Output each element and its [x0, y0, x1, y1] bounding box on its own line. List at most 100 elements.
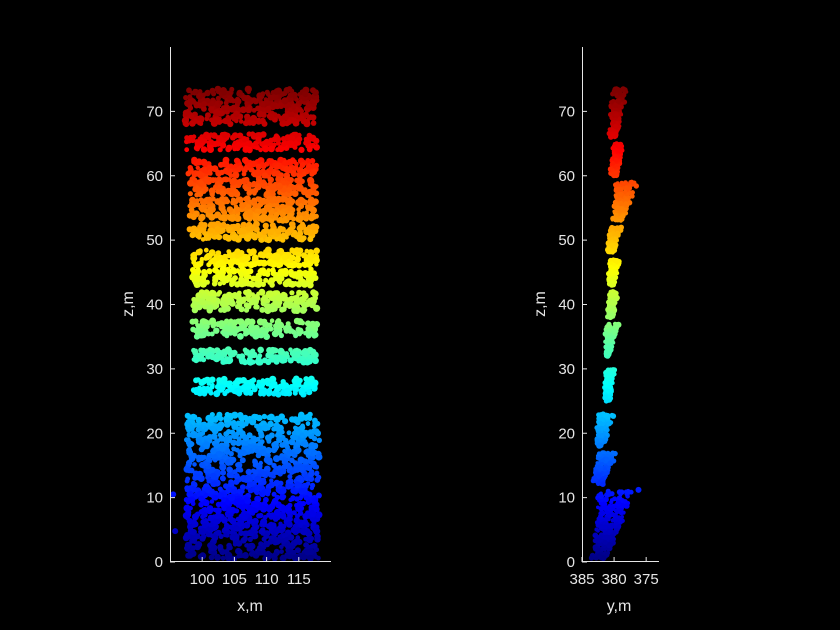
data-point [610, 121, 615, 125]
data-point [257, 259, 265, 266]
data-point [270, 102, 277, 109]
data-point [223, 525, 230, 532]
data-point [300, 290, 307, 296]
data-point [241, 384, 247, 390]
data-point [261, 120, 268, 127]
data-point [267, 94, 275, 102]
data-point [225, 506, 233, 513]
data-point [304, 137, 311, 145]
data-point [229, 517, 237, 525]
data-point [184, 147, 190, 153]
data-point [297, 168, 304, 174]
data-point [220, 475, 226, 482]
data-point [613, 245, 618, 250]
data-point [191, 251, 198, 258]
data-point [301, 211, 306, 217]
data-point [219, 459, 225, 465]
data-point [617, 144, 623, 150]
data-point [242, 196, 248, 202]
data-point [258, 512, 264, 519]
data-point [235, 420, 242, 427]
data-point [225, 114, 231, 120]
data-point [236, 179, 243, 186]
data-point [233, 110, 240, 118]
data-point [314, 536, 321, 543]
data-point [198, 446, 205, 453]
data-point [250, 275, 257, 282]
data-point [253, 461, 259, 466]
data-point [314, 547, 320, 553]
data-point [283, 87, 291, 94]
data-point [275, 228, 282, 235]
data-point [184, 545, 189, 551]
data-point [218, 320, 226, 328]
data-point [209, 295, 217, 303]
data-point [190, 326, 196, 333]
data-point [252, 298, 259, 306]
data-point [198, 352, 204, 359]
data-point [310, 87, 316, 94]
data-point [307, 236, 314, 243]
data-point [185, 170, 192, 177]
data-point [617, 186, 624, 193]
data-point [269, 222, 276, 229]
data-point [218, 119, 223, 124]
data-point [612, 279, 618, 285]
data-point [245, 292, 252, 299]
data-point [202, 386, 209, 393]
data-point [229, 456, 237, 464]
data-point [600, 432, 605, 437]
data-point [237, 333, 244, 340]
data-point [243, 302, 250, 309]
data-point [195, 454, 202, 461]
data-point [245, 204, 251, 209]
data-point [229, 277, 236, 284]
data-point [244, 85, 252, 93]
data-point [295, 513, 300, 519]
data-point [243, 421, 249, 427]
data-point [608, 338, 613, 343]
data-point [195, 274, 202, 281]
data-point [235, 206, 241, 213]
data-point [605, 346, 611, 351]
data-point [210, 448, 217, 455]
data-point [287, 135, 293, 142]
data-point [236, 132, 244, 139]
x-tick-label: 110 [255, 571, 279, 588]
data-point [198, 509, 205, 515]
data-point [244, 113, 251, 121]
data-point [214, 553, 221, 561]
data-point [234, 143, 240, 149]
data-point [215, 169, 220, 174]
data-point [192, 88, 198, 95]
data-point [210, 290, 217, 297]
data-point [296, 357, 302, 363]
data-point [303, 449, 310, 455]
y-tick-label: 50 [146, 232, 163, 249]
data-point [243, 307, 250, 313]
data-point [287, 177, 292, 182]
data-point [202, 331, 207, 336]
data-point [255, 136, 262, 143]
data-point [280, 379, 286, 385]
data-point [276, 436, 282, 442]
data-point [241, 137, 248, 143]
data-point [186, 440, 194, 448]
data-point [238, 165, 244, 171]
data-point [263, 514, 268, 520]
data-point [298, 387, 306, 395]
data-point [231, 319, 238, 326]
data-point [606, 421, 611, 426]
data-point [198, 298, 206, 306]
data-point [608, 250, 613, 254]
data-point [274, 237, 280, 242]
data-point [289, 255, 295, 261]
data-point [269, 197, 276, 204]
data-point [284, 541, 292, 549]
data-point [263, 249, 268, 255]
data-point [203, 247, 209, 253]
data-point [205, 353, 212, 360]
data-point [247, 536, 253, 543]
data-point [251, 262, 256, 267]
